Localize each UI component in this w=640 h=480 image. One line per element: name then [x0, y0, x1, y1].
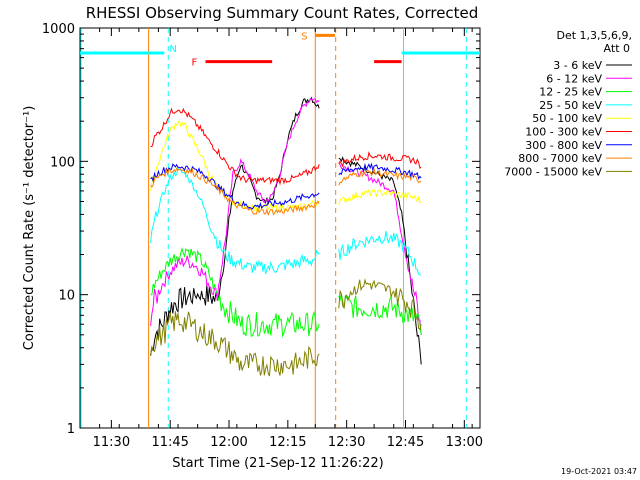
series-line-7	[150, 167, 422, 217]
series-group	[150, 96, 422, 377]
flare-label: F	[191, 58, 197, 69]
x-tick-label: 11:45	[151, 435, 188, 450]
series-line-3	[150, 167, 422, 276]
night-label: N	[169, 44, 176, 55]
legend-header-line-2: Att 0	[604, 42, 630, 55]
x-tick-label: 12:15	[269, 435, 306, 450]
legend-header-line-1: Det 1,3,5,6,9,	[556, 29, 632, 42]
saa-label: S	[301, 31, 307, 42]
series-line-4	[150, 119, 422, 213]
y-axis-ticks: 1 10 100 1000	[42, 22, 480, 437]
y-tick-label: 1000	[42, 22, 75, 37]
y-tick-label: 100	[50, 155, 75, 170]
series-line-5	[150, 107, 422, 186]
series-line-8	[150, 278, 422, 377]
legend-label: 3 - 6 keV	[553, 59, 602, 72]
legend-label: 7000 - 15000 keV	[504, 165, 602, 178]
plot-frame	[79, 27, 481, 429]
y-tick-label: 1	[67, 422, 75, 437]
series-line-2	[150, 246, 422, 338]
legend-label: 12 - 25 keV	[539, 86, 602, 99]
legend-label: 100 - 300 keV	[525, 126, 602, 139]
x-tick-label: 11:30	[93, 435, 130, 450]
chart-title: RHESSI Observing Summary Count Rates, Co…	[86, 4, 479, 22]
legend-label: 800 - 7000 keV	[518, 152, 602, 165]
timestamp: 19-Oct-2021 03:47	[561, 467, 637, 476]
x-tick-label: 12:30	[328, 435, 365, 450]
x-tick-label: 12:00	[210, 435, 247, 450]
annotation-lines	[80, 28, 467, 428]
annotation-bars: N F S	[80, 31, 480, 69]
legend-label: 25 - 50 keV	[539, 99, 602, 112]
plot-area: N F S 1 10 100 1000 11:30 11:45 12:00 12:15 12:30…	[42, 22, 483, 450]
legend-label: 300 - 800 keV	[525, 139, 602, 152]
y-tick-label: 10	[58, 289, 75, 304]
x-axis-label: Start Time (21-Sep-12 11:26:22)	[172, 456, 383, 471]
x-tick-label: 13:00	[446, 435, 483, 450]
legend-label: 50 - 100 keV	[532, 112, 602, 125]
legend-label: 6 - 12 keV	[546, 72, 602, 85]
y-axis-label: Corrected Count Rate (s⁻¹ detector⁻¹)	[22, 106, 37, 351]
x-tick-label: 12:45	[387, 435, 424, 450]
x-axis-ticks: 11:30 11:45 12:00 12:15 12:30 12:45 13:00	[93, 28, 483, 450]
